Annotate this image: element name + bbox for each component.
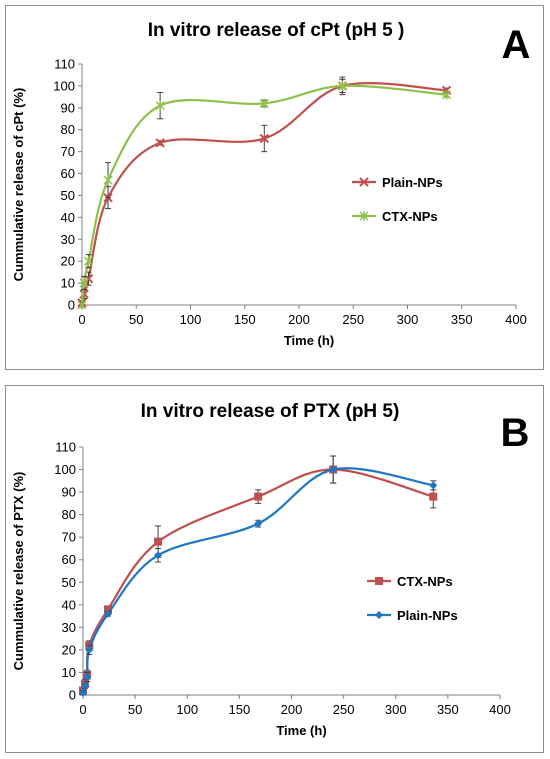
chart-a-legend-entry: CTX-NPs xyxy=(352,209,438,224)
chart-b-y-tick-label: 70 xyxy=(62,530,76,545)
chart-b-series-line xyxy=(81,467,434,694)
chart-b-data-point xyxy=(329,465,338,474)
chart-b-y-axis-title: Cummulative release of PTX (%) xyxy=(11,472,26,671)
chart-a-data-point xyxy=(77,300,87,310)
chart-a-x-tick-label: 150 xyxy=(234,312,256,327)
chart-b-x-tick-label: 300 xyxy=(385,702,407,717)
chart-a-legend-marker xyxy=(359,211,369,221)
chart-a-series-line xyxy=(80,84,447,306)
chart-b-data-point xyxy=(104,609,113,618)
chart-b-y-tick-label: 10 xyxy=(62,665,76,680)
chart-b-x-axis-title: Time (h) xyxy=(276,723,326,738)
chart-panel-b: In vitro release of PTX (pH 5) B 0 10 20 30 40… xyxy=(5,385,544,753)
chart-b-data-point xyxy=(254,519,263,528)
chart-panel-a: In vitro release of cPt (pH 5 ) A 0 10 20 30 4… xyxy=(5,5,544,370)
chart-a-data-point xyxy=(259,133,269,144)
chart-b-data-point xyxy=(79,688,87,697)
chart-b-svg: In vitro release of PTX (pH 5) B 0 10 20 30 40… xyxy=(11,401,530,738)
chart-a-y-tick-label: 20 xyxy=(61,254,75,269)
chart-a-x-tick-label: 50 xyxy=(129,312,143,327)
chart-b-x-tick-label: 250 xyxy=(333,702,355,717)
chart-a-legend-label: CTX-NPs xyxy=(382,209,438,224)
chart-a-x-tick-label: 250 xyxy=(342,312,364,327)
chart-a-title: In vitro release of cPt (pH 5 ) xyxy=(148,20,405,41)
chart-b-y-tick-label: 40 xyxy=(62,597,76,612)
chart-a-panel-letter: A xyxy=(502,23,531,67)
chart-a-y-tick-label: 60 xyxy=(61,166,75,181)
chart-a-y-tick-label: 10 xyxy=(61,276,75,291)
chart-a-svg: In vitro release of cPt (pH 5 ) A 0 10 20 30 4… xyxy=(11,20,531,348)
chart-a-legend-label: Plain-NPs xyxy=(382,175,443,190)
chart-a-legend-entry: Plain-NPs xyxy=(352,175,443,190)
chart-b-series-plain-nps xyxy=(79,455,438,697)
chart-b-y-tick-label: 110 xyxy=(55,440,76,455)
chart-a-y-tick-label: 100 xyxy=(53,78,75,93)
chart-b-x-tick-label: 150 xyxy=(229,702,251,717)
chart-b-title: In vitro release of PTX (pH 5) xyxy=(141,401,400,422)
chart-a-y-tick-label: 90 xyxy=(61,100,75,115)
chart-b-legend-label: CTX-NPs xyxy=(397,574,453,589)
chart-b-x-tick-label: 350 xyxy=(437,702,459,717)
chart-a-y-tick-label: 30 xyxy=(61,232,75,247)
chart-a-data-point xyxy=(83,256,94,267)
chart-a-data-point xyxy=(103,175,113,186)
chart-b-y-tick-label: 60 xyxy=(62,552,76,567)
chart-b-data-point xyxy=(154,551,163,560)
chart-b-x-tick-label: 200 xyxy=(281,702,303,717)
chart-a-data-point xyxy=(79,289,89,299)
chart-a-data-point xyxy=(155,138,165,148)
chart-a-x-axis-title: Time (h) xyxy=(284,333,334,348)
chart-b-y-tick-label: 30 xyxy=(62,620,76,635)
chart-a-y-tick-label: 50 xyxy=(61,188,75,203)
chart-b-y-tick-label: 100 xyxy=(54,462,76,477)
chart-b-y-tick-label: 0 xyxy=(69,688,76,703)
chart-a-data-point xyxy=(259,98,269,109)
chart-a-x-tick-label: 200 xyxy=(288,312,310,327)
chart-a-legend-marker xyxy=(359,177,369,187)
chart-a-y-tick-label: 40 xyxy=(61,210,75,225)
chart-b-legend-entry: Plain-NPs xyxy=(367,608,458,623)
chart-a-x-tick-label: 300 xyxy=(397,312,419,327)
chart-a-y-tick-label: 80 xyxy=(61,122,75,137)
chart-b-x-tick-label: 400 xyxy=(489,702,511,717)
chart-b-data-point xyxy=(104,605,113,614)
chart-b-legend-marker xyxy=(375,577,383,585)
chart-b-data-point xyxy=(85,645,94,654)
chart-a-data-point xyxy=(155,100,165,111)
chart-b-x-tick-label: 100 xyxy=(176,702,198,717)
chart-b-y-tick-label: 20 xyxy=(62,642,76,657)
chart-a-data-point xyxy=(79,278,89,289)
chart-b-data-point xyxy=(81,681,90,690)
chart-b-data-point xyxy=(429,481,438,490)
chart-b-legend-entry: CTX-NPs xyxy=(367,574,453,589)
chart-b-legend-marker xyxy=(375,611,383,619)
chart-b-y-tick-label: 90 xyxy=(62,485,76,500)
chart-a-series-ctx-nps xyxy=(77,76,452,310)
chart-a-y-tick-label: 110 xyxy=(54,57,75,72)
chart-b-series-ctx-nps xyxy=(79,455,438,695)
chart-a-data-point xyxy=(337,80,347,91)
chart-a-x-tick-label: 350 xyxy=(451,312,473,327)
chart-b-y-tick-label: 80 xyxy=(62,507,76,522)
chart-b-data-point xyxy=(429,492,438,501)
chart-b-x-tick-label: 0 xyxy=(79,702,86,717)
chart-b-x-tick-label: 50 xyxy=(128,702,142,717)
chart-a-series-plain-nps xyxy=(77,78,452,308)
chart-b-panel-letter: B xyxy=(501,411,530,455)
chart-a-data-point xyxy=(442,89,452,100)
chart-a-y-tick-label: 0 xyxy=(68,298,75,313)
chart-b-data-point xyxy=(254,492,263,501)
chart-b-y-tick-label: 50 xyxy=(62,575,76,590)
chart-a-y-axis-title: Cummulative release of cPt (%) xyxy=(11,88,26,282)
chart-a-x-tick-label: 100 xyxy=(180,312,202,327)
chart-a-series-line xyxy=(80,82,447,304)
chart-a-y-tick-label: 70 xyxy=(61,144,75,159)
chart-a-x-tick-label: 0 xyxy=(78,312,85,327)
chart-b-legend-label: Plain-NPs xyxy=(397,608,458,623)
chart-a-x-tick-label: 400 xyxy=(505,312,527,327)
chart-b-data-point xyxy=(154,537,163,546)
chart-b-data-point xyxy=(83,672,92,681)
